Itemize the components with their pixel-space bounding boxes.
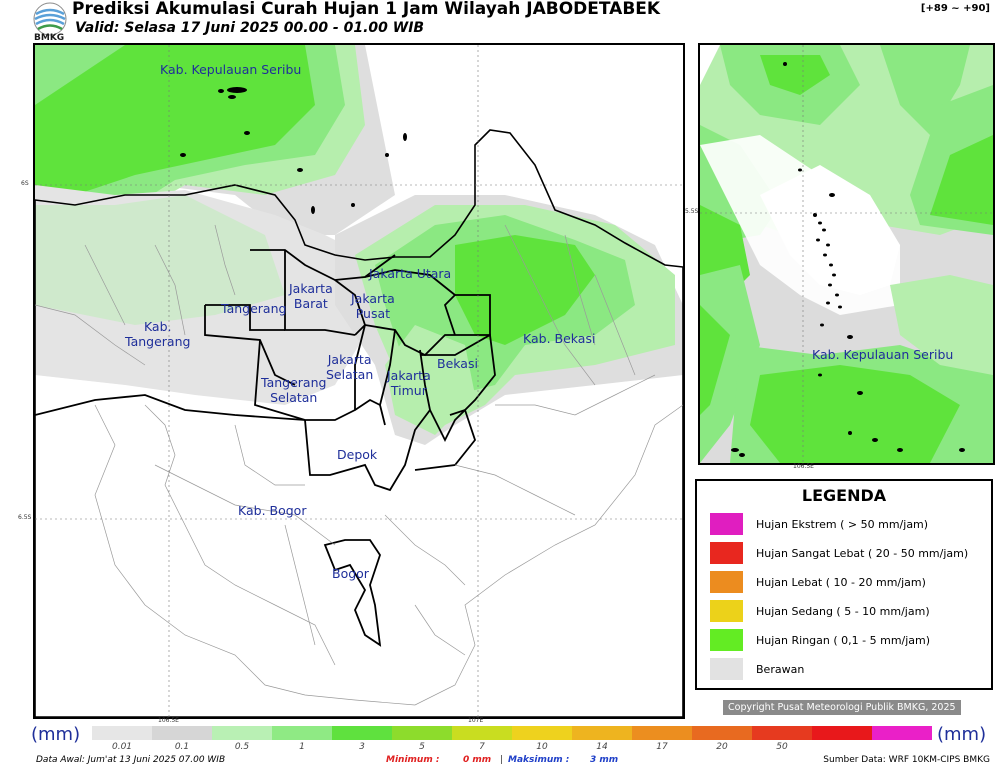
colorbar-segment [632, 726, 692, 740]
legend-item-berawan: Berawan [710, 658, 804, 680]
footer-separator: | [500, 755, 504, 765]
legend-item-sedang: Hujan Sedang ( 5 - 10 mm/jam) [710, 600, 930, 622]
colorbar-tick-label: 0.01 [111, 742, 133, 752]
unit-right: (mm) [937, 724, 987, 745]
colorbar-tick-label: 0.5 [234, 742, 250, 752]
lon-tick-106-5e: 106.5E [158, 717, 179, 724]
bmkg-logo [33, 2, 67, 36]
maximum-value: 3 mm [590, 755, 619, 765]
inset-map-canvas [700, 45, 993, 463]
legend-swatch [710, 629, 743, 651]
label-kab-tangerang: Kab. Tangerang [125, 319, 191, 349]
forecast-code: [+89 ~ +90] [920, 3, 990, 14]
colorbar-tick-label: 5 [419, 742, 425, 752]
colorbar-segment [212, 726, 272, 740]
legend-label: Hujan Ekstrem ( > 50 mm/jam) [756, 517, 929, 531]
colorbar-segment [572, 726, 632, 740]
copyright-badge: Copyright Pusat Meteorologi Publik BMKG,… [723, 700, 961, 715]
legend-swatch [710, 542, 743, 564]
label-jakarta-selatan: Jakarta Selatan [326, 352, 374, 382]
label-kab-bogor: Kab. Bogor [238, 503, 307, 518]
colorbar-tick-label: 10 [536, 742, 548, 752]
label-kepulauan-seribu: Kab. Kepulauan Seribu [160, 62, 302, 77]
legend-label: Hujan Ringan ( 0,1 - 5 mm/jam) [756, 633, 931, 647]
colorbar-segment [512, 726, 572, 740]
label-kab-bekasi: Kab. Bekasi [523, 331, 596, 346]
maximum-label: Maksimum : [508, 755, 570, 765]
logo-text: BMKG [34, 33, 65, 43]
colorbar-tick-label: 14 [596, 742, 608, 752]
inset-label-kepulauan-seribu: Kab. Kepulauan Seribu [812, 347, 954, 362]
legend-item-lebat: Hujan Lebat ( 10 - 20 mm/jam) [710, 571, 926, 593]
inset-lon-tick: 106.5E [793, 463, 814, 470]
label-jakarta-timur: Jakarta Timur [387, 368, 431, 398]
lat-tick-6s-outer: 6S [21, 180, 29, 187]
colorbar-segment [872, 726, 932, 740]
colorbar-tick-label: 3 [359, 742, 365, 752]
legend-item-ringan: Hujan Ringan ( 0,1 - 5 mm/jam) [710, 629, 930, 651]
colorbar-tick-label: 20 [716, 742, 728, 752]
legend-item-ekstrem: Hujan Ekstrem ( > 50 mm/jam) [710, 513, 928, 535]
inset-map: Kab. Kepulauan Seribu [698, 43, 995, 465]
label-tangerang: Tangerang [221, 301, 287, 316]
colorbar-ticks: 0.01 0.1 0.5 1 3 5 7 10 14 17 20 50 [92, 742, 932, 754]
colorbar-tick-label: 17 [656, 742, 668, 752]
label-bogor: Bogor [332, 566, 369, 581]
inset-lat-tick: 5.5S [685, 208, 699, 215]
label-jakarta-pusat: Jakarta Pusat [351, 291, 395, 321]
page-title: Prediksi Akumulasi Curah Hujan 1 Jam Wil… [72, 0, 661, 19]
label-jakarta-barat: Jakarta Barat [289, 281, 333, 311]
colorbar-tick-label: 0.1 [174, 742, 190, 752]
legend-label: Hujan Sedang ( 5 - 10 mm/jam) [756, 604, 930, 618]
colorbar [92, 726, 932, 740]
legend-swatch [710, 600, 743, 622]
label-depok: Depok [337, 447, 378, 462]
colorbar-segment [452, 726, 512, 740]
legend-label: Berawan [756, 662, 805, 676]
legend-swatch [710, 658, 743, 680]
colorbar-segment [392, 726, 452, 740]
minimum-label: Minimum : [386, 755, 440, 765]
label-tangerang-selatan: Tangerang Selatan [261, 375, 327, 405]
valid-time: Valid: Selasa 17 Juni 2025 00.00 - 01.00… [75, 20, 425, 36]
legend-swatch [710, 571, 743, 593]
colorbar-tick-label: 1 [299, 742, 305, 752]
legend-label: Hujan Lebat ( 10 - 20 mm/jam) [756, 575, 926, 589]
colorbar-segment [752, 726, 812, 740]
colorbar-segment [332, 726, 392, 740]
colorbar-segment [272, 726, 332, 740]
legend-item-sangat-lebat: Hujan Sangat Lebat ( 20 - 50 mm/jam) [710, 542, 968, 564]
lat-tick-6-5s: 6.5S [33, 515, 34, 522]
legend: LEGENDA Hujan Ekstrem ( > 50 mm/jam) Huj… [695, 479, 993, 690]
unit-left: (mm) [31, 724, 81, 745]
colorbar-segment [692, 726, 752, 740]
colorbar-segment [92, 726, 152, 740]
legend-label: Hujan Sangat Lebat ( 20 - 50 mm/jam) [756, 546, 969, 560]
label-jakarta-utara: Jakarta Utara [369, 266, 452, 281]
legend-title: LEGENDA [801, 486, 887, 505]
legend-swatch [710, 513, 743, 535]
sumber-data: Sumber Data: WRF 10KM-CIPS BMKG [823, 755, 990, 765]
colorbar-segment [812, 726, 872, 740]
main-map: Kab. Kepulauan Seribu Jakarta Utara Jaka… [33, 43, 685, 719]
colorbar-tick-label: 50 [776, 742, 788, 752]
minimum-value: 0 mm [463, 755, 492, 765]
lon-tick-107e: 107E [468, 717, 484, 724]
lat-tick-6-5s-outer: 6.5S [18, 514, 32, 521]
label-bekasi: Bekasi [437, 356, 478, 371]
main-map-canvas [35, 45, 683, 717]
data-awal: Data Awal: Jum'at 13 Juni 2025 07.00 WIB [36, 755, 226, 765]
colorbar-segment [152, 726, 212, 740]
colorbar-tick-label: 7 [479, 742, 485, 752]
